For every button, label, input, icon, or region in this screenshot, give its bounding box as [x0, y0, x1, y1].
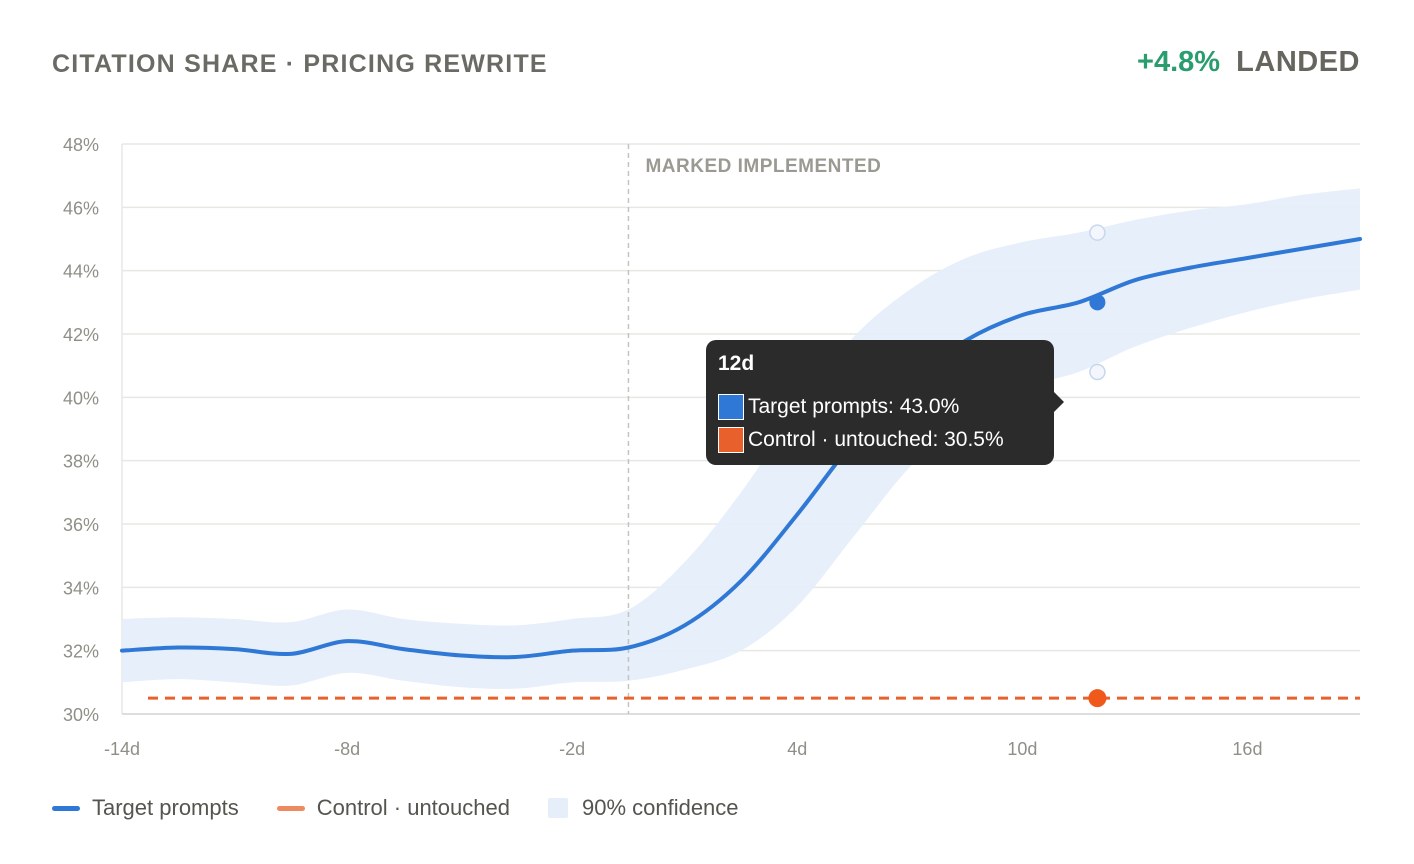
- y-tick-label: 34%: [63, 578, 99, 598]
- legend-label-target: Target prompts: [92, 795, 239, 820]
- hover-upper-marker: [1089, 224, 1106, 241]
- tooltip-swatch-target: [718, 393, 744, 420]
- y-tick-label: 32%: [63, 642, 99, 662]
- implemented-marker-label: MARKED IMPLEMENTED: [645, 156, 881, 177]
- tooltip-row-target: Target prompts: 43.0%: [718, 390, 1042, 423]
- legend-item-target[interactable]: Target prompts: [52, 795, 239, 821]
- tooltip-swatch-control: [718, 426, 744, 453]
- y-tick-label: 48%: [63, 135, 99, 155]
- tooltip-row-control: Control · untouched: 30.5%: [718, 423, 1042, 456]
- confidence-band: [122, 188, 1360, 689]
- hover-control-marker: [1088, 689, 1107, 708]
- hover-lower-marker: [1089, 363, 1106, 381]
- x-tick-label: 10d: [1007, 739, 1037, 759]
- legend-item-band[interactable]: 90% confidence: [547, 795, 739, 821]
- x-tick-label: -8d: [334, 739, 360, 759]
- x-tick-label: 4d: [787, 739, 807, 759]
- tooltip-target-value: Target prompts: 43.0%: [748, 394, 960, 418]
- legend-swatch-target: [52, 805, 80, 811]
- chart-legend: Target prompts Control · untouched 90% c…: [52, 795, 777, 821]
- x-tick-label: -14d: [104, 739, 140, 759]
- legend-item-control[interactable]: Control · untouched: [276, 795, 510, 821]
- y-tick-label: 42%: [63, 325, 99, 345]
- hover-tooltip: 12d Target prompts: 43.0% Control · unto…: [706, 340, 1064, 465]
- y-tick-label: 40%: [63, 388, 99, 408]
- legend-swatch-control: [276, 805, 305, 811]
- lift-delta: +4.8%: [1137, 46, 1221, 78]
- target-series-line: [120, 237, 1362, 660]
- y-tick-label: 36%: [63, 515, 99, 535]
- lift-status: LANDED: [1236, 46, 1360, 78]
- chart-title: CITATION SHARE · PRICING REWRITE: [52, 50, 548, 78]
- x-tick-label: 16d: [1232, 739, 1262, 759]
- y-tick-label: 30%: [63, 705, 99, 725]
- lift-summary: +4.8% LANDED: [1137, 46, 1360, 79]
- hover-target-marker: [1089, 294, 1106, 311]
- y-tick-label: 46%: [63, 198, 99, 218]
- legend-swatch-band: [547, 798, 568, 818]
- tooltip-title: 12d: [718, 352, 755, 375]
- x-tick-label: -2d: [559, 739, 585, 759]
- y-tick-label: 44%: [63, 262, 99, 282]
- y-tick-label: 38%: [63, 452, 99, 472]
- tooltip-control-value: Control · untouched: 30.5%: [748, 427, 1004, 451]
- legend-label-band: 90% confidence: [581, 795, 739, 820]
- legend-label-control: Control · untouched: [316, 795, 510, 820]
